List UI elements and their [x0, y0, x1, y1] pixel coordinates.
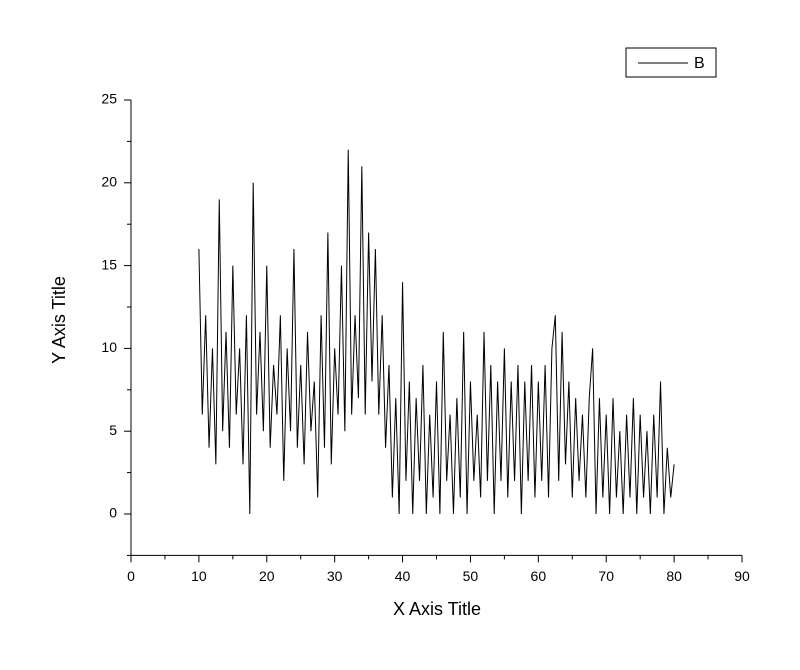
y-tick-label: 25 — [101, 91, 117, 107]
legend-label: B — [694, 55, 705, 72]
x-tick-label: 80 — [666, 568, 682, 584]
y-tick-label: 0 — [109, 505, 117, 521]
x-tick-label: 30 — [327, 568, 343, 584]
x-axis-title: X Axis Title — [393, 599, 481, 619]
y-tick-label: 20 — [101, 174, 117, 190]
x-tick-label: 10 — [191, 568, 207, 584]
x-tick-label: 40 — [395, 568, 411, 584]
data-line — [198, 149, 675, 515]
x-tick-label: 0 — [127, 568, 135, 584]
y-axis-title: Y Axis Title — [49, 276, 69, 364]
x-tick-label: 90 — [734, 568, 750, 584]
x-tick-label: 50 — [463, 568, 479, 584]
x-tick-label: 20 — [259, 568, 275, 584]
y-tick-label: 10 — [101, 339, 117, 355]
x-tick-label: 70 — [598, 568, 614, 584]
x-tick-label: 60 — [531, 568, 547, 584]
y-tick-label: 5 — [109, 422, 117, 438]
y-tick-label: 15 — [101, 256, 117, 272]
